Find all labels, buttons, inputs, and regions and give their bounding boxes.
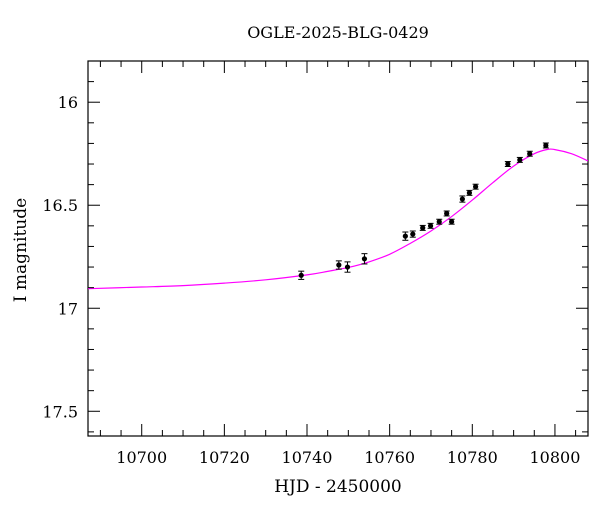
chart-title: OGLE-2025-BLG-0429	[247, 23, 429, 42]
x-tick-label: 10760	[364, 448, 415, 467]
data-point	[443, 210, 450, 217]
data-point	[402, 231, 409, 241]
data-point-marker	[466, 190, 473, 196]
data-point	[472, 183, 479, 190]
data-point	[542, 142, 549, 149]
axis-ticks-group: 10700 10720 10740 10760 10780 10800 16 16.5 17 17…	[42, 60, 588, 467]
data-point	[459, 195, 466, 203]
plot-frame	[87, 60, 589, 437]
y-tick-label: 17.5	[42, 402, 78, 421]
data-point	[344, 261, 351, 273]
data-point	[436, 218, 443, 225]
data-points-group	[298, 142, 549, 280]
data-point-marker	[336, 262, 342, 268]
data-point-marker	[361, 256, 368, 262]
data-point-marker	[459, 196, 465, 202]
data-point	[526, 150, 533, 157]
plot-border	[87, 60, 589, 437]
data-point-marker	[427, 223, 434, 229]
data-point	[298, 270, 305, 280]
data-point-marker	[436, 219, 442, 225]
x-tick-label: 10800	[529, 448, 580, 467]
data-point-marker	[449, 219, 455, 225]
data-point-marker	[410, 231, 416, 237]
data-point	[504, 161, 511, 167]
data-point-marker	[444, 210, 450, 217]
y-tick-label: 17	[58, 299, 78, 318]
data-point	[419, 224, 426, 231]
data-point-marker	[402, 233, 408, 239]
data-point	[409, 230, 416, 238]
y-axis-label: I magnitude	[11, 198, 31, 302]
y-tick-label: 16.5	[42, 196, 78, 215]
data-point	[448, 218, 455, 225]
data-point-marker	[344, 264, 351, 270]
x-tick-label: 10720	[199, 448, 250, 467]
data-point	[335, 260, 342, 270]
data-point-marker	[420, 225, 426, 231]
x-tick-label: 10780	[447, 448, 498, 467]
data-point-marker	[298, 272, 304, 278]
x-tick-label: 10740	[282, 448, 333, 467]
data-point	[466, 189, 473, 196]
x-tick-label: 10700	[116, 448, 167, 467]
data-point	[516, 156, 523, 163]
data-point-marker	[527, 151, 533, 157]
data-point	[427, 222, 434, 229]
data-point-marker	[517, 157, 523, 163]
data-point	[361, 253, 368, 265]
model-curve	[88, 148, 588, 290]
model-curve-group	[88, 148, 588, 290]
data-point-marker	[543, 142, 549, 149]
data-point-marker	[505, 161, 511, 167]
data-point-marker	[473, 184, 479, 190]
y-tick-label: 16	[58, 93, 78, 112]
x-axis-label: HJD - 2450000	[274, 477, 402, 497]
